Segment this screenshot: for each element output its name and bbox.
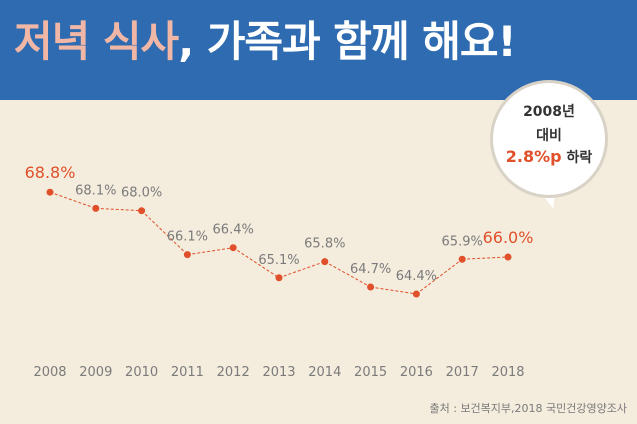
title-rest: , 가족과 함께 해요! — [178, 17, 516, 66]
data-label: 68.1% — [75, 183, 116, 198]
data-label: 66.1% — [167, 230, 208, 245]
line-segment — [370, 286, 417, 295]
data-point — [92, 204, 100, 212]
line-segment — [49, 191, 96, 209]
line-segment — [141, 210, 188, 256]
data-point — [46, 188, 54, 196]
x-tick-label: 2014 — [308, 365, 341, 380]
bubble-line3: 2.8%p 하락 — [493, 147, 605, 167]
header-banner: 저녁 식사, 가족과 함께 해요! — [0, 0, 637, 100]
data-point — [275, 274, 283, 282]
data-label: 65.9% — [442, 234, 483, 249]
x-tick-label: 2010 — [125, 365, 158, 380]
data-label: 65.1% — [258, 253, 299, 268]
line-segment — [324, 261, 371, 288]
line-segment — [232, 247, 280, 279]
data-label: 65.8% — [304, 237, 345, 252]
x-tick-label: 2015 — [354, 365, 387, 380]
data-label: 64.7% — [350, 262, 391, 277]
line-segment — [462, 256, 509, 260]
line-segment — [187, 247, 234, 256]
line-segment — [278, 261, 325, 279]
data-point — [458, 255, 466, 263]
x-tick-label: 2008 — [33, 365, 66, 380]
callout-bubble: 2008년 대비 2.8%p 하락 — [493, 83, 605, 195]
bubble-line1: 2008년 — [523, 104, 575, 120]
x-tick-label: 2018 — [491, 365, 524, 380]
x-tick-label: 2017 — [446, 365, 479, 380]
data-point — [367, 283, 375, 291]
x-tick-label: 2013 — [262, 365, 295, 380]
bubble-highlight: 2.8%p — [505, 147, 562, 166]
x-tick-label: 2016 — [400, 365, 433, 380]
data-point — [183, 251, 191, 259]
data-point — [504, 253, 512, 261]
data-point — [321, 258, 329, 266]
data-point — [229, 244, 237, 252]
data-point — [138, 207, 146, 215]
x-tick-label: 2012 — [217, 365, 250, 380]
data-point — [412, 290, 420, 298]
data-label: 68.0% — [121, 186, 162, 201]
x-tick-label: 2009 — [79, 365, 112, 380]
bubble-suffix: 하락 — [561, 150, 593, 166]
bubble-line2: 대비 — [536, 128, 562, 144]
x-tick-label: 2011 — [171, 365, 204, 380]
page-title: 저녁 식사, 가족과 함께 해요! — [14, 8, 517, 69]
line-segment — [95, 207, 142, 212]
data-label: 66.4% — [213, 223, 254, 238]
title-accent: 저녁 식사 — [14, 17, 179, 66]
line-segment — [416, 258, 463, 295]
data-label: 68.8% — [25, 163, 76, 182]
data-label: 64.4% — [396, 269, 437, 284]
source-note: 출처 : 보건복지부,2018 국민건강영양조사 — [429, 402, 628, 415]
data-label: 66.0% — [483, 228, 534, 247]
